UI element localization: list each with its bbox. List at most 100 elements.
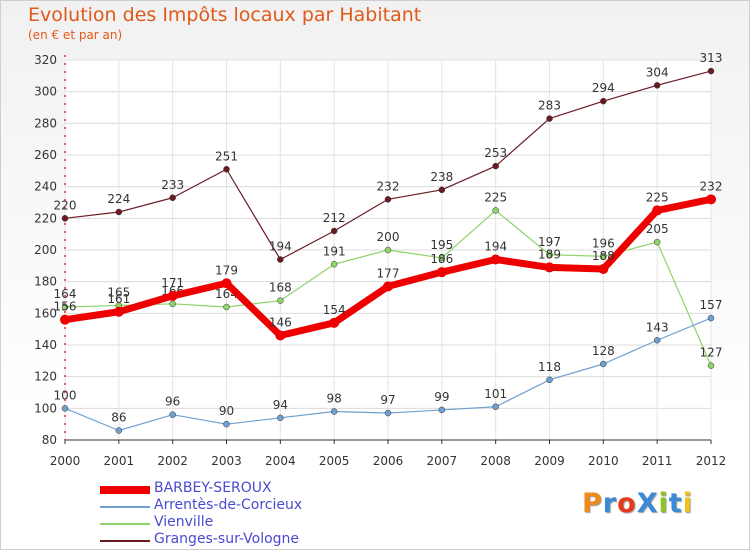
data-label: 194: [269, 240, 292, 254]
legend-label: Granges-sur-Vologne: [154, 531, 300, 547]
data-label: 90: [219, 404, 234, 418]
legend-label: Arrentès-de-Corcieux: [154, 497, 303, 513]
y-tick-label: 280: [34, 116, 57, 130]
x-tick-label: 2000: [50, 454, 81, 468]
data-point: [60, 314, 70, 325]
data-point: [384, 246, 392, 254]
data-point: [329, 317, 340, 328]
data-label: 225: [646, 190, 669, 204]
data-point: [223, 166, 230, 173]
data-label: 156: [54, 300, 77, 314]
y-tick-label: 180: [34, 275, 57, 289]
data-point: [707, 314, 715, 322]
series-3: 156 161 171 179 146 154 177 186 194 189 188 225 232: [54, 179, 722, 341]
data-point: [600, 253, 607, 260]
x-tick-label: 2011: [642, 454, 673, 468]
data-point: [490, 254, 501, 265]
y-tick-label: 140: [34, 338, 57, 352]
data-point: [223, 420, 230, 428]
line-chart: 80 100 120 140 160 180 200 220 240 260 280 300 320 20…: [34, 51, 726, 468]
data-point: [652, 205, 663, 216]
data-label: 161: [107, 292, 130, 306]
data-label: 101: [484, 387, 507, 401]
data-point: [438, 186, 446, 194]
data-label: 168: [269, 281, 292, 295]
data-label: 194: [484, 240, 507, 254]
y-tick-label: 320: [34, 53, 57, 67]
data-label: 128: [592, 344, 615, 358]
logo-letter: r: [602, 488, 618, 519]
x-tick-label: 2006: [373, 454, 404, 468]
data-point: [384, 196, 392, 203]
data-point: [277, 414, 284, 422]
logo-letter: P: [582, 488, 603, 519]
data-label: 283: [538, 99, 561, 113]
data-point: [653, 337, 661, 344]
data-point: [330, 261, 338, 268]
data-label: 127: [700, 346, 723, 360]
data-label: 195: [430, 238, 453, 252]
data-label: 164: [54, 287, 77, 301]
data-point: [492, 162, 499, 170]
x-tick-label: 2003: [211, 454, 242, 468]
data-point: [438, 406, 446, 414]
data-point: [546, 251, 553, 258]
data-label: 200: [377, 230, 400, 244]
data-point: [169, 300, 176, 308]
data-point: [167, 290, 178, 301]
data-point: [438, 254, 446, 262]
legend-swatch: [100, 540, 150, 542]
data-label: 97: [380, 393, 395, 407]
logo-letter: o: [617, 488, 637, 519]
data-label: 225: [484, 190, 507, 204]
data-point: [330, 408, 338, 415]
data-point: [169, 411, 176, 418]
data-point: [598, 264, 609, 274]
data-point: [115, 427, 123, 434]
data-label: 165: [107, 285, 130, 299]
data-point: [115, 208, 123, 216]
data-point: [330, 227, 338, 235]
legend-swatch: [100, 486, 150, 494]
series-0: 220 224 233 251 194 212 232 238 253 283 294 304 313: [54, 51, 723, 263]
x-tick-label: 2008: [480, 454, 511, 468]
data-label: 157: [700, 298, 723, 312]
y-tick-label: 220: [34, 211, 57, 225]
legend-label: BARBEY-SEROUX: [154, 480, 272, 496]
x-tick-label: 2009: [534, 454, 565, 468]
data-label: 100: [54, 388, 77, 402]
data-point: [546, 115, 553, 122]
x-tick-label: 2010: [588, 454, 619, 468]
data-label: 98: [327, 392, 342, 406]
data-label: 294: [592, 81, 615, 95]
data-label: 146: [269, 316, 292, 330]
data-label: 224: [107, 192, 130, 206]
data-label: 238: [430, 170, 453, 184]
data-point: [169, 194, 176, 201]
data-label: 99: [434, 390, 449, 404]
data-label: 189: [538, 247, 561, 261]
x-tick-label: 2004: [265, 454, 296, 468]
data-label: 205: [646, 222, 669, 236]
data-label: 232: [377, 179, 400, 193]
data-point: [707, 362, 715, 369]
data-point: [277, 256, 284, 263]
x-tick-label: 2007: [427, 454, 458, 468]
chart-subtitle: (en € et par an): [28, 28, 123, 42]
data-point: [277, 297, 284, 304]
legend-swatch: [100, 506, 150, 508]
data-label: 220: [54, 198, 77, 212]
data-label: 154: [323, 303, 346, 317]
data-point: [706, 194, 716, 205]
data-label: 313: [700, 51, 723, 65]
chart-title: Evolution des Impôts locaux par Habitant: [28, 4, 422, 26]
data-label: 197: [538, 235, 561, 249]
data-label: 118: [538, 360, 561, 374]
data-label: 196: [592, 236, 615, 250]
data-label: 251: [215, 149, 238, 163]
data-point: [544, 262, 555, 273]
x-tick-label: 2002: [157, 454, 188, 468]
series-2: 100 86 96 90 94 98 97 99 101 118 128 143 157: [54, 298, 723, 434]
logo-letter: t: [668, 488, 683, 519]
y-tick-label: 100: [34, 401, 57, 415]
